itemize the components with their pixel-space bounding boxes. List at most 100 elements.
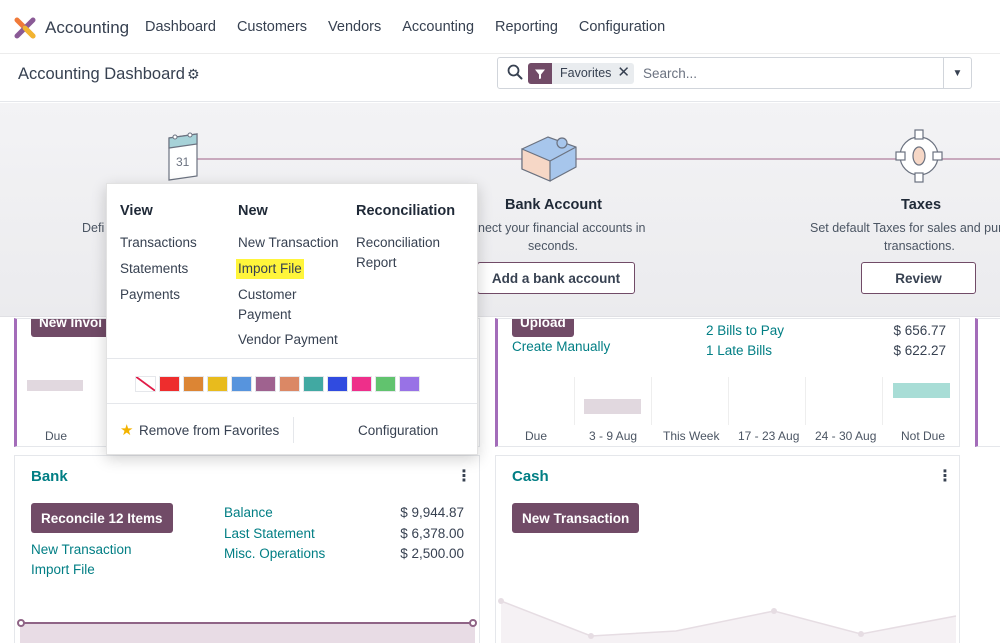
menu-item-customer-payment[interactable]: Customer: [238, 287, 297, 302]
close-icon[interactable]: ✕: [617, 64, 630, 81]
misc-operations-link[interactable]: Misc. Operations: [224, 546, 326, 561]
menu-dashboard[interactable]: Dashboard: [145, 19, 216, 35]
dropdown-view-title: View: [120, 203, 153, 219]
search-input[interactable]: [643, 63, 933, 83]
step-bank-desc: nect your financial accounts in: [478, 221, 646, 235]
cash-journal-card: Cash ⋮ New Transaction: [495, 455, 960, 643]
color-swatch[interactable]: [375, 376, 396, 392]
star-icon[interactable]: ★: [120, 422, 134, 439]
accounting-app-icon[interactable]: [14, 17, 36, 39]
cash-graph: [498, 598, 957, 643]
axis-label: 24 - 30 Aug: [815, 429, 877, 443]
bills-to-pay-value: $ 656.77: [893, 323, 946, 338]
balance-graph-line: [20, 622, 475, 624]
chart-bar: [893, 383, 950, 398]
color-swatch[interactable]: [255, 376, 276, 392]
menu-accounting[interactable]: Accounting: [402, 19, 475, 35]
graph-point: [17, 619, 25, 627]
menu-customers[interactable]: Customers: [236, 19, 308, 35]
add-bank-account-button[interactable]: Add a bank account: [477, 262, 635, 294]
color-swatch[interactable]: [279, 376, 300, 392]
color-swatch[interactable]: [207, 376, 228, 392]
search-icon[interactable]: [507, 64, 523, 80]
last-statement-link[interactable]: Last Statement: [224, 526, 315, 541]
color-swatch[interactable]: [183, 376, 204, 392]
color-swatch[interactable]: [231, 376, 252, 392]
puzzle-icon: [521, 136, 577, 182]
axis-label: 17 - 23 Aug: [738, 429, 800, 443]
calendar-icon: 31: [168, 132, 198, 181]
kebab-menu-icon[interactable]: ⋮: [937, 468, 953, 485]
new-transaction-link[interactable]: New Transaction: [31, 542, 132, 557]
color-swatch[interactable]: [303, 376, 324, 392]
bank-journal-card: Bank ⋮ Reconcile 12 Items New Transactio…: [14, 455, 480, 643]
color-swatch[interactable]: [327, 376, 348, 392]
chart-bar: [584, 399, 641, 414]
color-swatch[interactable]: [159, 376, 180, 392]
divider: [107, 358, 477, 359]
grid-line: [805, 377, 806, 425]
menu-item-reconciliation-report-line2[interactable]: Report: [356, 255, 397, 270]
new-transaction-button[interactable]: New Transaction: [512, 503, 640, 533]
facet-label: Favorites: [560, 66, 612, 80]
menu-item-transactions[interactable]: Transactions: [120, 235, 197, 250]
bills-to-pay-link[interactable]: 2 Bills to Pay: [706, 323, 785, 338]
menu-vendors[interactable]: Vendors: [328, 19, 382, 35]
step-taxes-title: Taxes: [901, 197, 942, 213]
menu-item-payments[interactable]: Payments: [120, 287, 181, 302]
configuration-link[interactable]: Configuration: [358, 423, 439, 438]
menu-item-reconciliation-report[interactable]: Reconciliation: [356, 235, 441, 250]
search-facet: Favorites ✕: [528, 63, 634, 84]
gear-icon[interactable]: ⚙: [187, 66, 200, 82]
cash-card-title[interactable]: Cash: [512, 468, 549, 485]
color-swatch-none[interactable]: [135, 376, 156, 392]
balance-graph: [20, 622, 475, 643]
step-bank-desc2: seconds.: [528, 239, 579, 253]
axis-label: This Week: [663, 429, 720, 443]
color-swatch[interactable]: [399, 376, 420, 392]
chevron-down-icon[interactable]: ▼: [943, 58, 971, 88]
divider: [107, 403, 477, 404]
kebab-menu-icon[interactable]: ⋮: [456, 468, 472, 485]
app-title[interactable]: Accounting: [45, 18, 130, 37]
misc-operations-value: $ 2,500.00: [400, 546, 464, 561]
vendor-bills-card: Upload Create Manually 2 Bills to Pay $ …: [495, 318, 960, 447]
upload-button[interactable]: Upload: [512, 319, 574, 337]
new-invoice-button[interactable]: New Invoi: [31, 319, 111, 337]
menu-item-new-transaction[interactable]: New Transaction: [238, 235, 339, 250]
color-swatch[interactable]: [351, 376, 372, 392]
late-bills-value: $ 622.27: [893, 343, 946, 358]
review-taxes-button[interactable]: Review: [861, 262, 976, 294]
grid-line: [651, 377, 652, 425]
bank-card-title[interactable]: Bank: [31, 468, 68, 485]
dropdown-reconciliation-title: Reconciliation: [356, 203, 456, 219]
last-statement-value: $ 6,378.00: [400, 526, 464, 541]
axis-label: 3 - 9 Aug: [589, 429, 638, 443]
menu-item-import-file[interactable]: Import File: [236, 259, 304, 279]
top-navbar: Accounting Dashboard Customers Vendors A…: [0, 0, 1000, 54]
remove-from-favorites[interactable]: Remove from Favorites: [139, 423, 280, 438]
grid-line: [574, 377, 575, 425]
import-file-link[interactable]: Import File: [31, 562, 95, 577]
menu-configuration[interactable]: Configuration: [578, 19, 666, 35]
page-title: Accounting Dashboard: [18, 65, 185, 83]
grid-line: [728, 377, 729, 425]
menu-item-vendor-payment[interactable]: Vendor Payment: [238, 332, 338, 347]
cog-icon: [895, 129, 943, 183]
filter-icon: [528, 63, 552, 84]
journal-dropdown-menu: View Transactions Statements Payments Ne…: [106, 183, 478, 455]
late-bills-link[interactable]: 1 Late Bills: [706, 343, 773, 358]
menu-reporting[interactable]: Reporting: [495, 19, 558, 35]
balance-value: $ 9,944.87: [400, 505, 464, 520]
chart-bar: [27, 380, 83, 391]
divider: [293, 417, 294, 443]
balance-link[interactable]: Balance: [224, 505, 273, 520]
graph-point: [469, 619, 477, 627]
grid-line: [882, 377, 883, 425]
reconcile-button[interactable]: Reconcile 12 Items: [31, 503, 173, 533]
axis-label: Not Due: [901, 429, 946, 443]
create-manually-link[interactable]: Create Manually: [512, 339, 611, 354]
menu-item-customer-payment-line2[interactable]: Payment: [238, 307, 292, 322]
search-bar: Favorites ✕ ▼: [497, 57, 972, 89]
menu-item-statements[interactable]: Statements: [120, 261, 189, 276]
